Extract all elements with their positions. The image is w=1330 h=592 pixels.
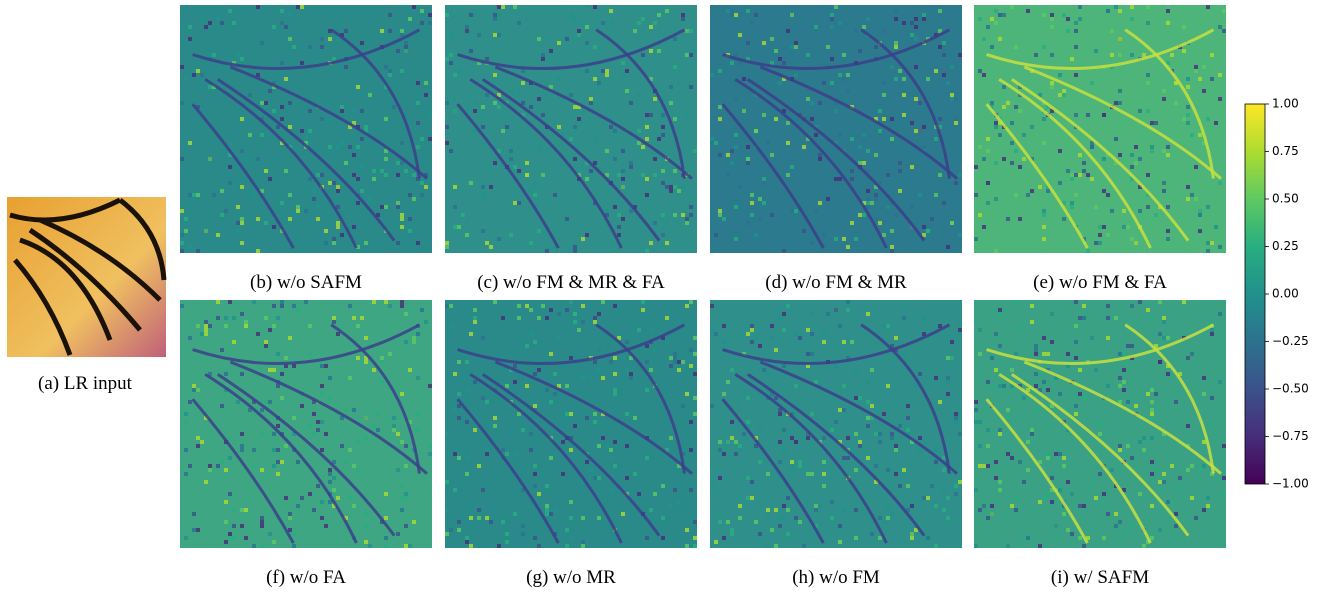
panel-caption: (g) w/o MR bbox=[526, 567, 616, 588]
feature-map bbox=[445, 300, 697, 548]
colorbar bbox=[1244, 103, 1266, 485]
colorbar-tick-label: 0.00 bbox=[1272, 287, 1299, 301]
panel-caption: (i) w/ SAFM bbox=[1051, 567, 1149, 588]
feature-map bbox=[710, 300, 962, 548]
panel-caption: (f) w/o FA bbox=[266, 567, 346, 588]
colorbar-tick-label: −0.75 bbox=[1272, 429, 1309, 443]
feature-map bbox=[974, 5, 1226, 253]
feature-map bbox=[180, 300, 432, 548]
feature-map bbox=[710, 5, 962, 253]
panel-caption: (h) w/o FM bbox=[792, 567, 880, 588]
panel-caption: (d) w/o FM & MR bbox=[765, 272, 907, 293]
panel-caption: (b) w/o SAFM bbox=[250, 272, 362, 293]
colorbar-tick-label: −0.50 bbox=[1272, 382, 1309, 396]
colorbar-tick-label: −0.25 bbox=[1272, 334, 1309, 348]
feature-map bbox=[445, 5, 697, 253]
lr-input-image bbox=[7, 197, 167, 357]
colorbar-tick-label: 0.75 bbox=[1272, 144, 1299, 158]
input-caption: (a) LR input bbox=[38, 373, 133, 394]
colorbar-tick-label: −1.00 bbox=[1272, 477, 1309, 491]
colorbar-tick-label: 0.50 bbox=[1272, 192, 1299, 206]
colorbar-tick-label: 1.00 bbox=[1272, 97, 1299, 111]
panel-caption: (e) w/o FM & FA bbox=[1033, 272, 1167, 293]
panel-caption: (c) w/o FM & MR & FA bbox=[477, 272, 665, 293]
colorbar-tick-label: 0.25 bbox=[1272, 239, 1299, 253]
feature-map bbox=[180, 5, 432, 253]
feature-map bbox=[974, 300, 1226, 548]
